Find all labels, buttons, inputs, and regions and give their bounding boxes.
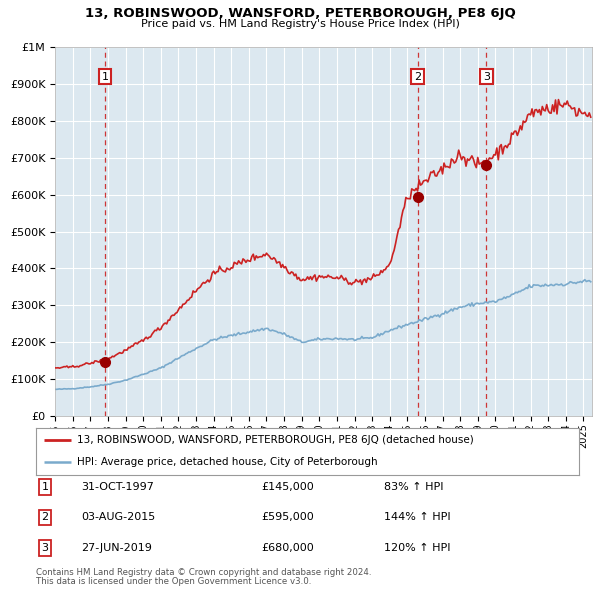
Text: 120% ↑ HPI: 120% ↑ HPI: [384, 543, 451, 553]
Text: £680,000: £680,000: [261, 543, 314, 553]
Text: 83% ↑ HPI: 83% ↑ HPI: [384, 482, 443, 491]
Text: 27-JUN-2019: 27-JUN-2019: [81, 543, 152, 553]
Text: 1: 1: [101, 72, 109, 81]
Text: Price paid vs. HM Land Registry's House Price Index (HPI): Price paid vs. HM Land Registry's House …: [140, 19, 460, 29]
Text: 3: 3: [483, 72, 490, 81]
Text: Contains HM Land Registry data © Crown copyright and database right 2024.: Contains HM Land Registry data © Crown c…: [36, 568, 371, 576]
Text: 13, ROBINSWOOD, WANSFORD, PETERBOROUGH, PE8 6JQ: 13, ROBINSWOOD, WANSFORD, PETERBOROUGH, …: [85, 7, 515, 20]
Text: 144% ↑ HPI: 144% ↑ HPI: [384, 513, 451, 522]
Text: 2: 2: [41, 513, 49, 522]
Text: £595,000: £595,000: [261, 513, 314, 522]
Text: 13, ROBINSWOOD, WANSFORD, PETERBOROUGH, PE8 6JQ (detached house): 13, ROBINSWOOD, WANSFORD, PETERBOROUGH, …: [77, 435, 473, 444]
Text: 03-AUG-2015: 03-AUG-2015: [81, 513, 155, 522]
Text: This data is licensed under the Open Government Licence v3.0.: This data is licensed under the Open Gov…: [36, 577, 311, 586]
Text: £145,000: £145,000: [261, 482, 314, 491]
Text: HPI: Average price, detached house, City of Peterborough: HPI: Average price, detached house, City…: [77, 457, 377, 467]
Text: 3: 3: [41, 543, 49, 553]
Text: 1: 1: [41, 482, 49, 491]
Text: 2: 2: [414, 72, 421, 81]
Text: 31-OCT-1997: 31-OCT-1997: [81, 482, 154, 491]
